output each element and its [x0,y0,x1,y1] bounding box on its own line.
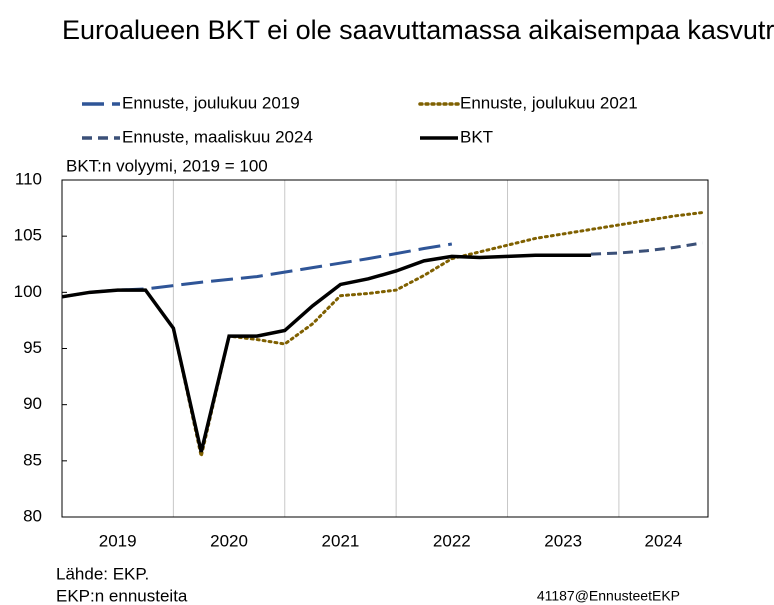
chart-title: Euroalueen BKT ei ole saavuttamassa aika… [62,15,774,45]
y-tick-label: 100 [14,282,42,301]
x-tick-label: 2022 [433,531,471,550]
line [590,241,703,256]
legend-label: Ennuste, maaliskuu 2024 [122,127,313,146]
legend-label: Ennuste, joulukuu 2019 [122,93,300,112]
plot-frame [61,179,709,518]
x-tick-label: 2020 [210,531,248,550]
source: Lähde: EKP. [56,564,149,583]
y-tick-label: 105 [14,226,42,245]
x-tick-label: 2024 [645,531,683,550]
line [61,253,592,453]
y-tick-label: 90 [23,394,42,413]
x-tick-label: 2021 [322,531,360,550]
subtitle: BKT:n volyymi, 2019 = 100 [66,156,268,175]
y-tick-label: 85 [23,450,42,469]
x-tick-label: 2023 [544,531,582,550]
legend-label: BKT [460,127,493,146]
x-tick-label: 2019 [99,531,137,550]
legend-label: Ennuste, joulukuu 2021 [460,93,638,112]
note: EKP:n ennusteita [56,586,188,605]
credit: 41187@EnnusteetEKP [537,588,680,604]
y-tick-label: 110 [15,169,42,188]
y-tick-label: 95 [23,338,42,357]
y-tick-label: 80 [23,506,42,525]
